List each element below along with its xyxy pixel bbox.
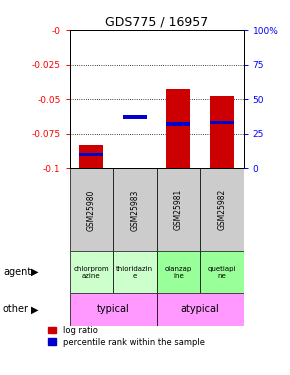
Bar (200, 251, 244, 293)
Bar (166, 90, 190, 168)
Text: ▶: ▶ (31, 304, 39, 314)
Bar (70, 251, 113, 293)
Legend: log ratio, percentile rank within the sample: log ratio, percentile rank within the sa… (48, 326, 205, 346)
Text: GSM25980: GSM25980 (87, 189, 96, 231)
Text: ▶: ▶ (31, 267, 39, 277)
Bar (166, 122, 190, 126)
Bar (157, 293, 244, 326)
Bar (157, 168, 200, 251)
Text: olanzap
ine: olanzap ine (165, 266, 192, 279)
Bar (123, 116, 147, 119)
Bar (79, 145, 103, 168)
Text: GSM25981: GSM25981 (174, 189, 183, 231)
Bar (157, 251, 200, 293)
Text: GSM25982: GSM25982 (217, 189, 226, 231)
Bar (210, 96, 234, 168)
Text: typical: typical (97, 304, 129, 314)
Text: atypical: atypical (181, 304, 220, 314)
Bar (70, 168, 113, 251)
Text: thioridazin
e: thioridazin e (116, 266, 153, 279)
Text: GSM25983: GSM25983 (130, 189, 139, 231)
Bar (70, 293, 157, 326)
Bar (200, 168, 244, 251)
Text: quetiapi
ne: quetiapi ne (208, 266, 236, 279)
Text: other: other (3, 304, 29, 314)
Bar (113, 251, 157, 293)
Text: agent: agent (3, 267, 31, 277)
Bar (79, 153, 103, 156)
Bar (113, 168, 157, 251)
Text: chlorprom
azine: chlorprom azine (74, 266, 109, 279)
Title: GDS775 / 16957: GDS775 / 16957 (105, 16, 208, 29)
Bar (210, 121, 234, 124)
